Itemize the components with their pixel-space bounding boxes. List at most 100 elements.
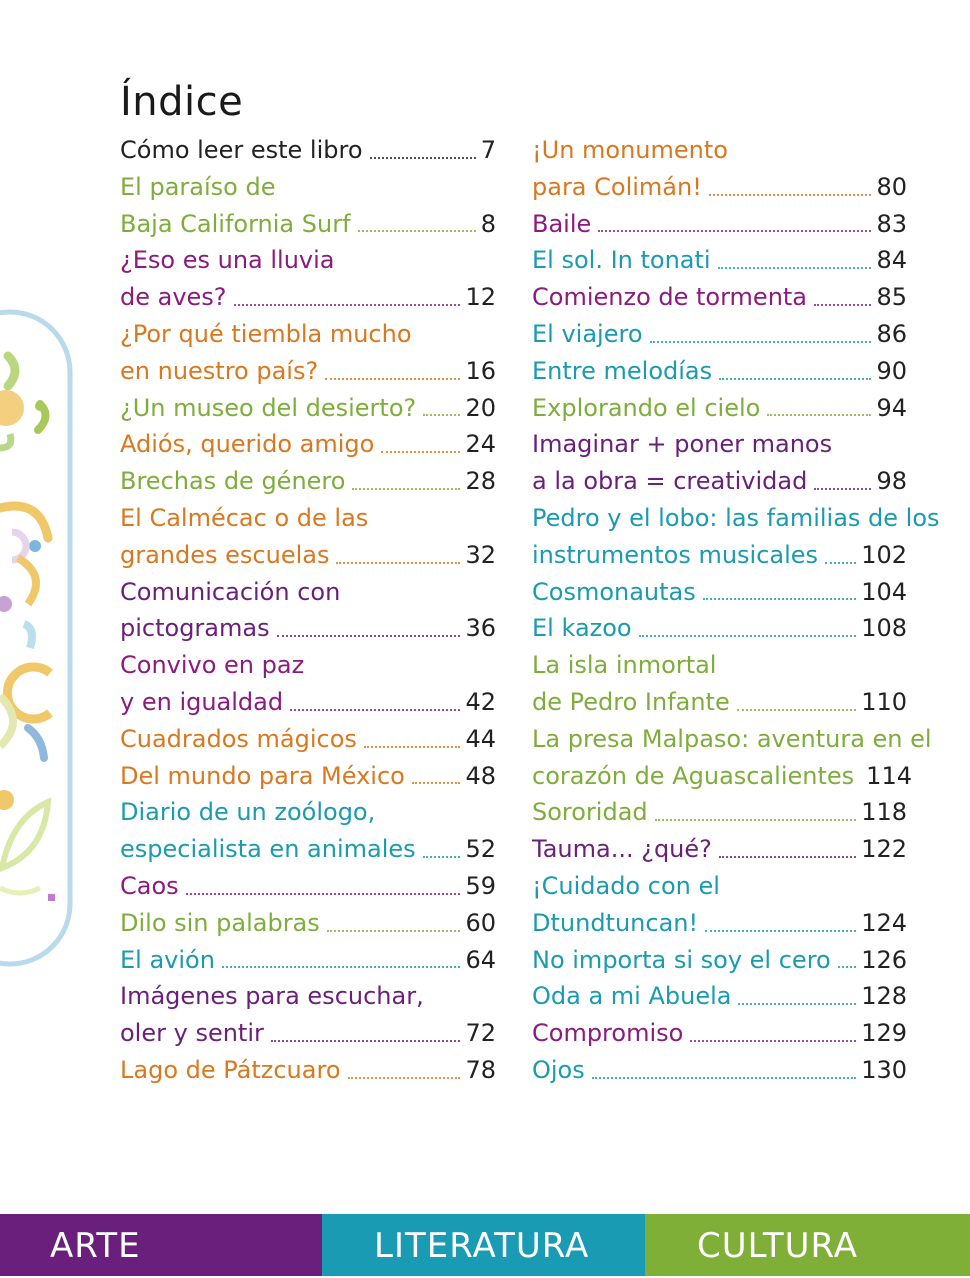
index-entry[interactable]: Lago de Pátzcuaro 78 bbox=[120, 1052, 496, 1089]
index-entry[interactable]: ¿Por qué tiembla mucho bbox=[120, 316, 496, 353]
index-entry[interactable]: Baile 83 bbox=[532, 206, 907, 243]
index-entry-title: Ojos bbox=[532, 1055, 585, 1084]
index-entry[interactable]: La isla inmortal bbox=[532, 647, 907, 684]
index-entry[interactable]: El avión 64 bbox=[120, 942, 496, 979]
index-entry-title: Imaginar + poner manos bbox=[532, 430, 833, 459]
index-entry-title: ¿Por qué tiembla mucho bbox=[120, 319, 412, 348]
index-entry[interactable]: corazón de Aguascalientes 114 bbox=[532, 758, 912, 795]
index-entry[interactable]: instrumentos musicales 102 bbox=[532, 537, 907, 574]
index-entry[interactable]: Imaginar + poner manos bbox=[532, 426, 907, 463]
index-entry-title: Baile bbox=[532, 209, 592, 238]
dot-leader bbox=[423, 413, 461, 417]
index-entry-title: No importa si soy el cero bbox=[532, 945, 831, 974]
index-entry[interactable]: Ojos 130 bbox=[532, 1052, 907, 1089]
index-entry-page-number: 83 bbox=[876, 209, 907, 238]
index-entry[interactable]: No importa si soy el cero 126 bbox=[532, 942, 907, 979]
index-entry[interactable]: Adiós, querido amigo 24 bbox=[120, 426, 496, 463]
dot-leader bbox=[347, 1076, 461, 1079]
dot-leader bbox=[767, 413, 872, 417]
page-title: Índice bbox=[120, 78, 244, 125]
index-entry[interactable]: Comunicación con bbox=[120, 574, 496, 611]
index-entry-page-number: 124 bbox=[861, 908, 907, 937]
index-entry[interactable]: Sororidad 118 bbox=[532, 794, 907, 831]
index-entry-title: ¡Cuidado con el bbox=[532, 871, 720, 900]
dot-leader bbox=[352, 487, 461, 490]
index-entry-title: ¡Un monumento bbox=[532, 136, 728, 164]
index-entry[interactable]: ¡Un monumento bbox=[532, 132, 907, 169]
section-band-cultura: CULTURA bbox=[645, 1214, 970, 1276]
index-entry-page-number: 102 bbox=[861, 540, 907, 569]
index-entry[interactable]: a la obra = creatividad 98 bbox=[532, 463, 907, 500]
index-entry[interactable]: grandes escuelas 32 bbox=[120, 537, 496, 574]
index-entry[interactable]: El kazoo 108 bbox=[532, 610, 907, 647]
index-entry[interactable]: Cómo leer este libro 7 bbox=[120, 132, 496, 169]
index-entry-title: Cosmonautas bbox=[532, 577, 696, 606]
index-entry-page-number: 118 bbox=[861, 798, 907, 827]
index-entry-page-number: 98 bbox=[876, 467, 907, 496]
index-entry[interactable]: Entre melodías 90 bbox=[532, 353, 907, 390]
dot-leader bbox=[814, 487, 872, 490]
dot-leader bbox=[336, 561, 461, 564]
index-entry[interactable]: ¿Un museo del desierto? 20 bbox=[120, 390, 496, 427]
index-entry[interactable]: El sol. In tonati 84 bbox=[532, 242, 907, 279]
index-entry-title: La presa Malpaso: aventura en el bbox=[532, 724, 932, 753]
index-entry[interactable]: Tauma... ¿qué? 122 bbox=[532, 831, 907, 868]
index-entry[interactable]: Diario de un zoólogo, bbox=[120, 794, 496, 831]
index-entry[interactable]: especialista en animales 52 bbox=[120, 831, 496, 868]
index-entry-title: ¿Eso es una lluvia bbox=[120, 246, 335, 275]
index-entry-title: El avión bbox=[120, 945, 215, 974]
index-entry-title: de aves? bbox=[120, 283, 227, 312]
index-entry[interactable]: Del mundo para México 48 bbox=[120, 758, 496, 795]
index-entry[interactable]: Brechas de género 28 bbox=[120, 463, 496, 500]
index-entry[interactable]: Convivo en paz bbox=[120, 647, 496, 684]
index-entry[interactable]: ¿Eso es una lluvia bbox=[120, 242, 496, 279]
index-entry[interactable]: Dilo sin palabras 60 bbox=[120, 905, 496, 942]
index-entry-page-number: 108 bbox=[861, 614, 907, 643]
index-entry-page-number: 122 bbox=[861, 835, 907, 864]
index-entry[interactable]: Compromiso 129 bbox=[532, 1015, 907, 1052]
index-entry[interactable]: Explorando el cielo 94 bbox=[532, 390, 907, 427]
index-entry-page-number: 110 bbox=[861, 687, 907, 716]
index-entry[interactable]: Baja California Surf 8 bbox=[120, 206, 496, 243]
dot-leader bbox=[290, 708, 461, 711]
index-entry-title: Baja California Surf bbox=[120, 209, 351, 238]
index-entry-title: para Colimán! bbox=[532, 172, 702, 201]
index-entry[interactable]: de aves? 12 bbox=[120, 279, 496, 316]
index-entry[interactable]: Caos 59 bbox=[120, 868, 496, 905]
index-column-right: ¡Un monumento para Colimán! 80 Baile 83 El so… bbox=[532, 132, 940, 1089]
dot-leader bbox=[837, 965, 857, 969]
index-entry-title: El paraíso de bbox=[120, 172, 276, 201]
index-entry[interactable]: y en igualdad 42 bbox=[120, 684, 496, 721]
index-entry[interactable]: Cuadrados mágicos 44 bbox=[120, 721, 496, 758]
index-entry[interactable]: Comienzo de tormenta 85 bbox=[532, 279, 907, 316]
index-entry-page-number: 86 bbox=[876, 319, 907, 348]
dot-leader bbox=[325, 377, 461, 380]
index-entry[interactable]: en nuestro país? 16 bbox=[120, 353, 496, 390]
index-entry-page-number: 128 bbox=[861, 982, 907, 1011]
index-entry[interactable]: de Pedro Infante 110 bbox=[532, 684, 907, 721]
index-entry[interactable]: pictogramas 36 bbox=[120, 610, 496, 647]
index-entry[interactable]: Oda a mi Abuela 128 bbox=[532, 978, 907, 1015]
index-entry[interactable]: Pedro y el lobo: las familias de los bbox=[532, 500, 940, 537]
index-entry-title: especialista en animales bbox=[120, 835, 416, 864]
index-entry-title: Sororidad bbox=[532, 798, 648, 827]
index-entry-page-number: 129 bbox=[861, 1019, 907, 1048]
index-entry-page-number: 130 bbox=[861, 1055, 907, 1084]
index-entry-title: Adiós, querido amigo bbox=[120, 430, 375, 459]
index-entry[interactable]: El Calmécac o de las bbox=[120, 500, 496, 537]
index-entry-page-number: 36 bbox=[465, 614, 496, 643]
index-entry-title: Cómo leer este libro bbox=[120, 136, 363, 164]
index-entry-page-number: 52 bbox=[465, 835, 496, 864]
index-entry-title: Imágenes para escuchar, bbox=[120, 982, 424, 1011]
index-entry[interactable]: La presa Malpaso: aventura en el bbox=[532, 721, 932, 758]
index-entry[interactable]: oler y sentir 72 bbox=[120, 1015, 496, 1052]
index-entry[interactable]: El viajero 86 bbox=[532, 316, 907, 353]
index-entry-title: El kazoo bbox=[532, 614, 632, 643]
index-entry[interactable]: Imágenes para escuchar, bbox=[120, 978, 496, 1015]
index-entry-title: Brechas de género bbox=[120, 467, 346, 496]
index-entry[interactable]: para Colimán! 80 bbox=[532, 169, 907, 206]
index-entry[interactable]: El paraíso de bbox=[120, 169, 496, 206]
index-entry[interactable]: Dtundtuncan! 124 bbox=[532, 905, 907, 942]
index-entry[interactable]: ¡Cuidado con el bbox=[532, 868, 907, 905]
index-entry[interactable]: Cosmonautas 104 bbox=[532, 574, 907, 611]
